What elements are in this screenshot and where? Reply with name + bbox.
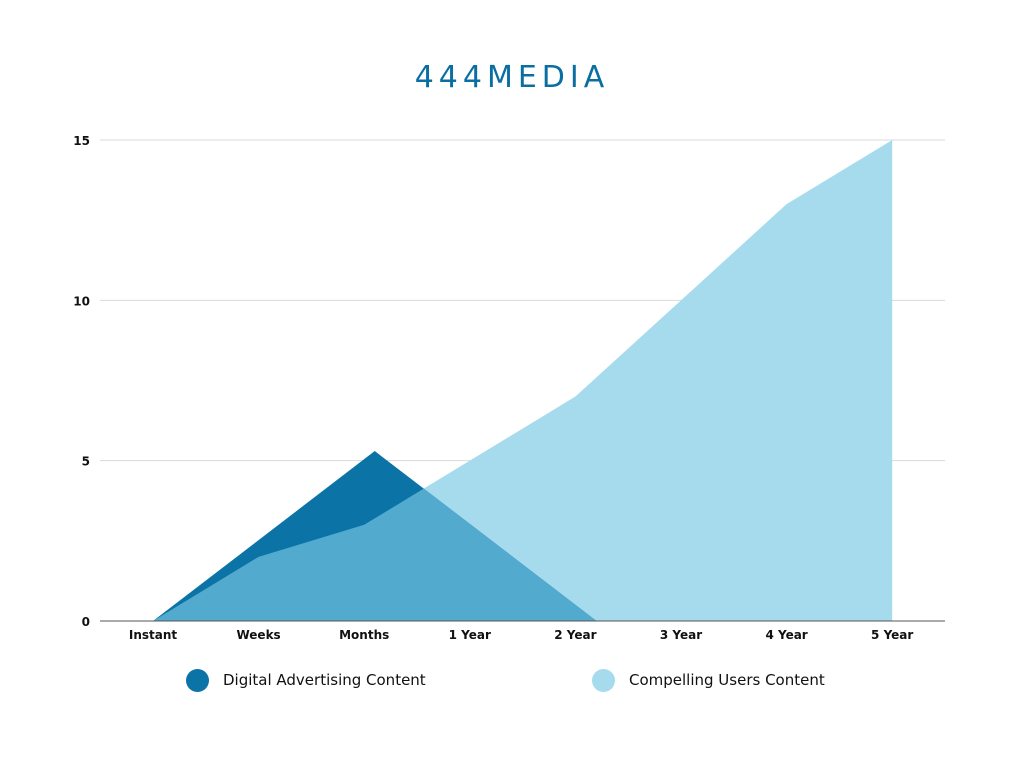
legend-label-digital-advertising: Digital Advertising Content [223, 671, 426, 689]
y-tick-label: 10 [73, 294, 90, 308]
y-tick-label: 0 [82, 615, 90, 629]
x-tick-label: Weeks [236, 628, 280, 642]
x-tick-label: 2 Year [554, 628, 596, 642]
legend-item-digital-advertising: Digital Advertising Content [186, 668, 426, 692]
x-tick-label: 3 Year [660, 628, 702, 642]
brand-logo: 444MEDIA [414, 60, 610, 95]
legend-label-compelling-users: Compelling Users Content [629, 671, 825, 689]
axes: 0 5 10 15 Instant Weeks Months 1 Year 2 Year 3 Ye… [73, 134, 945, 642]
area-overlap [153, 451, 597, 621]
legend-swatch-digital-advertising [186, 668, 209, 692]
legend-swatch-compelling-users [592, 668, 615, 692]
x-tick-label: 5 Year [871, 628, 913, 642]
x-tick-label: Months [339, 628, 389, 642]
y-tick-label: 15 [73, 134, 90, 148]
x-tick-label: Instant [129, 628, 178, 642]
area-compelling-users [153, 140, 893, 621]
x-tick-label: 4 Year [765, 628, 807, 642]
y-tick-label: 5 [82, 455, 90, 469]
series-areas [153, 140, 893, 621]
legend-item-compelling-users: Compelling Users Content [592, 668, 825, 692]
x-tick-label: 1 Year [449, 628, 491, 642]
